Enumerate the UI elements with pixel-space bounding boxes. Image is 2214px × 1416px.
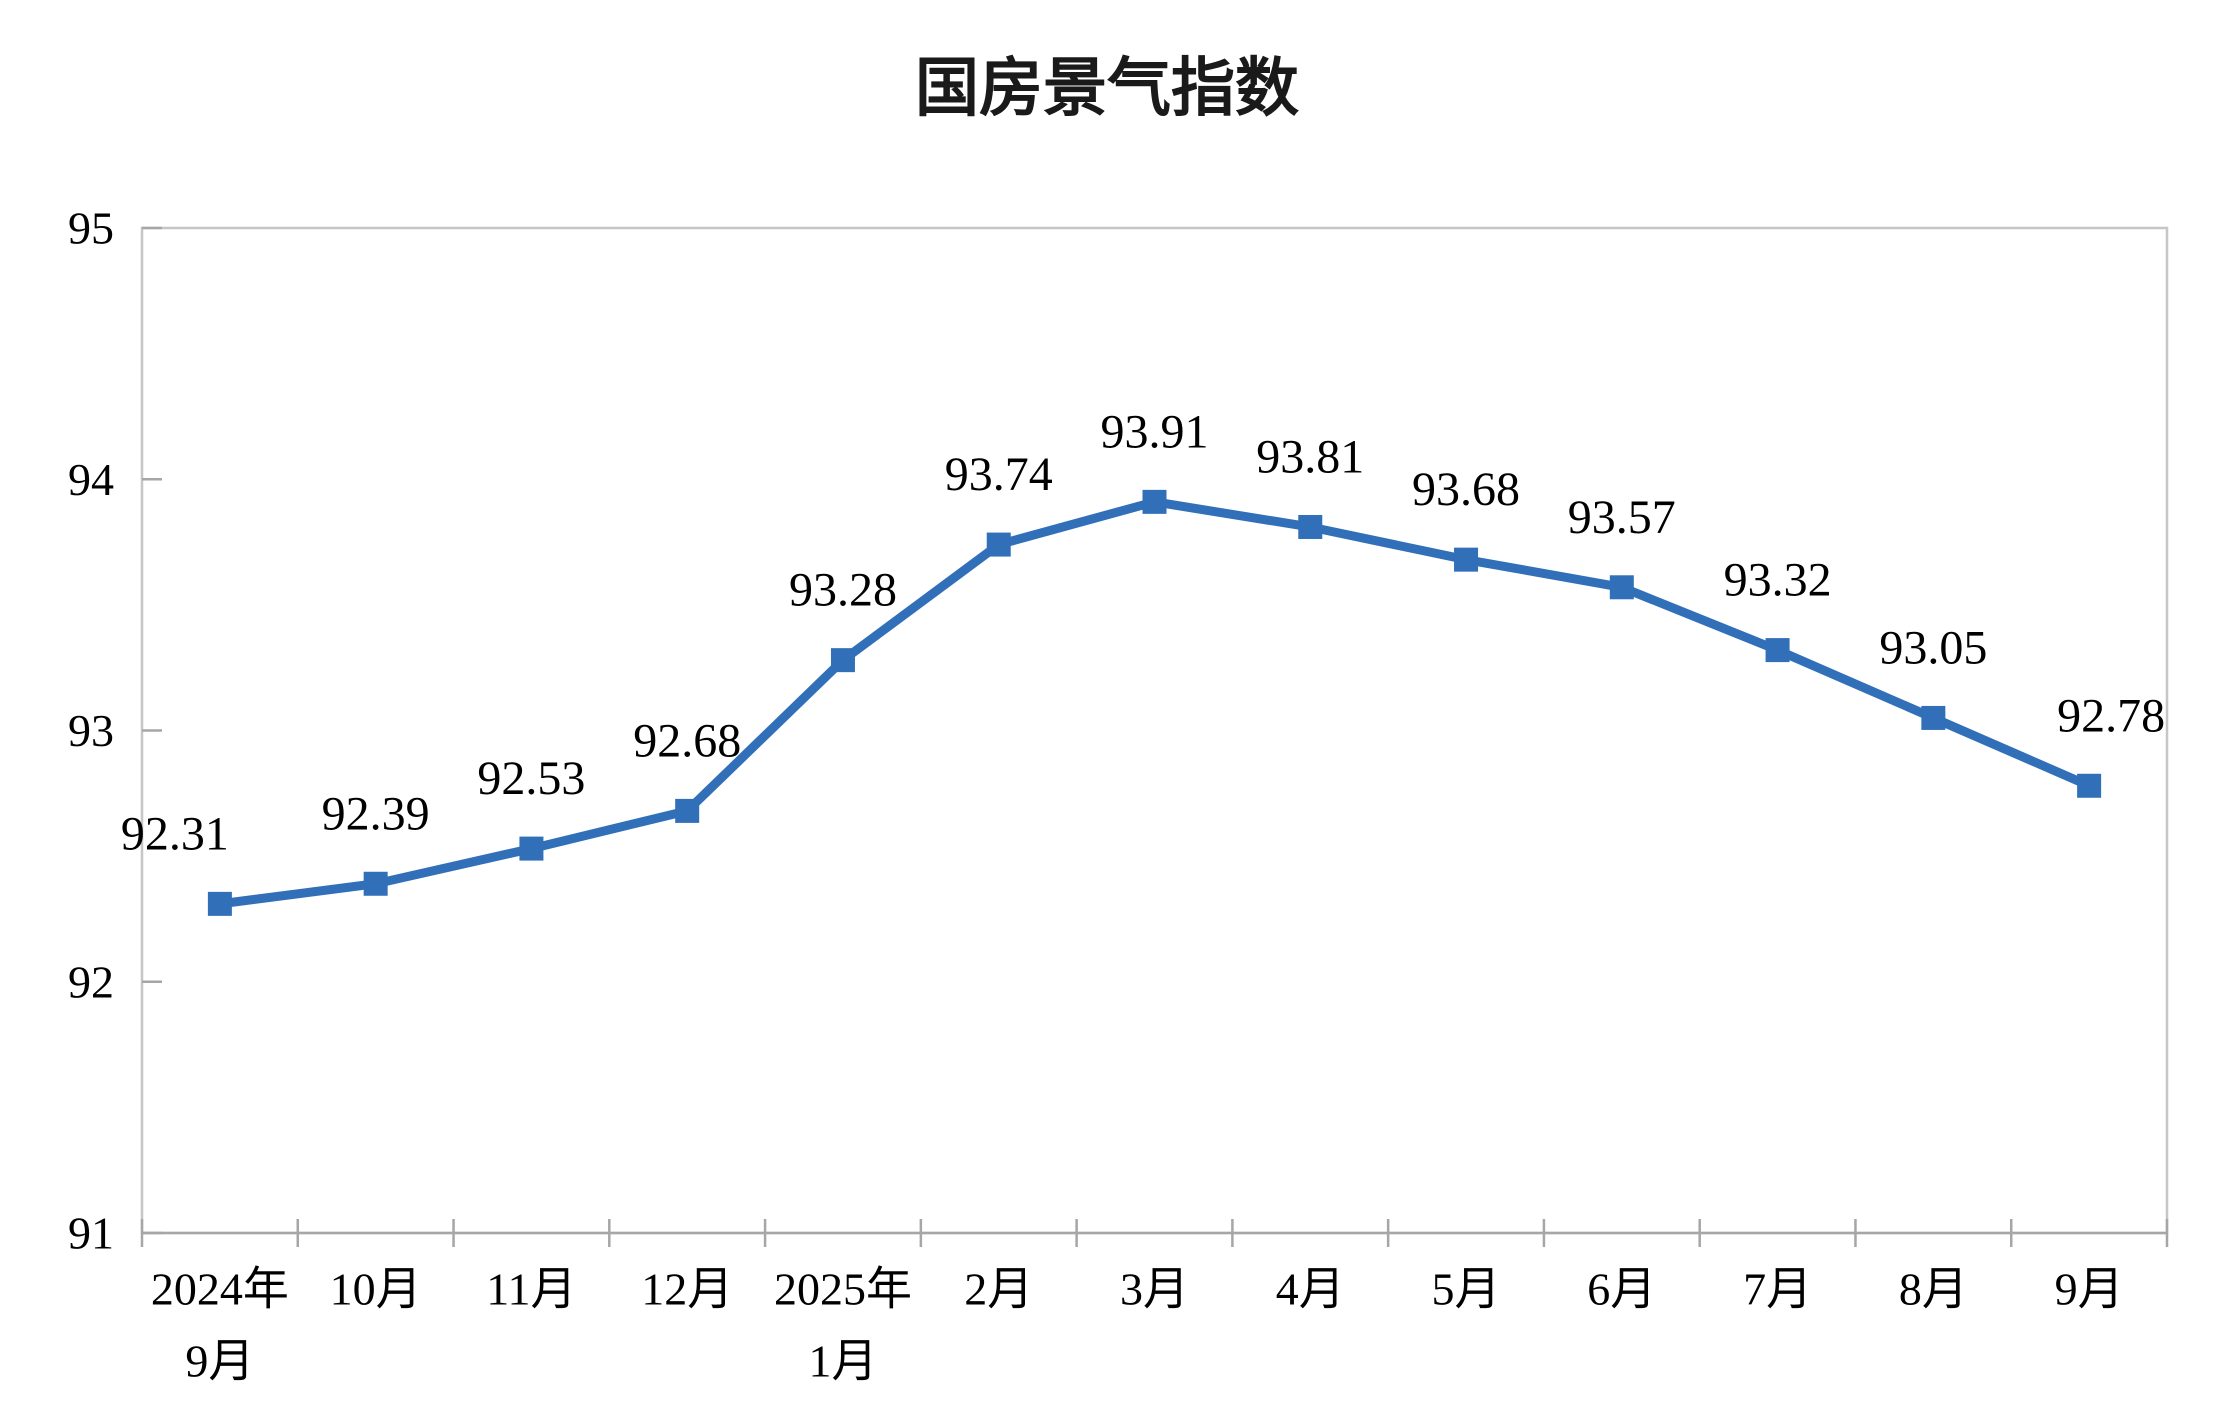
data-point-marker (207, 891, 232, 916)
chart-title: 国房景气指数 (915, 52, 1299, 124)
y-tick-label: 95 (68, 203, 114, 254)
data-point-label: 93.81 (1256, 430, 1364, 483)
x-tick-label: 8月 (1899, 1264, 1968, 1315)
data-point-label: 93.57 (1568, 491, 1676, 544)
data-point-marker (1454, 547, 1479, 572)
x-tick-label: 12月 (641, 1264, 733, 1315)
data-point-label: 93.28 (789, 564, 897, 617)
data-point-label: 92.39 (322, 787, 430, 840)
data-point-marker (1921, 705, 1946, 730)
x-tick-label: 3月 (1120, 1264, 1189, 1315)
data-point-marker (363, 871, 388, 896)
data-point-marker (1298, 514, 1323, 539)
data-point-marker (1609, 575, 1634, 600)
data-point-marker (2077, 773, 2102, 798)
data-point-marker (1142, 489, 1167, 514)
data-point-marker (1765, 638, 1790, 663)
data-point-marker (675, 798, 700, 823)
x-tick-label: 9月 (185, 1336, 254, 1387)
data-point-label: 93.32 (1724, 554, 1832, 607)
y-tick-label: 92 (68, 956, 114, 1007)
x-tick-label: 5月 (1432, 1264, 1501, 1315)
plot-area: 95 94 93 92 91 2024年 9月 10月 11月 12月 2025年 1月 2月 3月 4月 5… (68, 203, 2169, 1387)
data-point-label: 92.68 (633, 714, 741, 767)
y-tick-label: 94 (68, 454, 114, 505)
data-point-label: 93.74 (945, 448, 1053, 501)
x-tick-label: 6月 (1587, 1264, 1656, 1315)
x-tick-label: 2月 (964, 1264, 1033, 1315)
data-point-label: 92.53 (477, 752, 585, 805)
data-point-label: 93.05 (1879, 621, 1987, 674)
x-tick-label: 2025年 (774, 1264, 912, 1315)
x-tick-label: 9月 (2055, 1264, 2124, 1315)
x-tick-label: 2024年 (151, 1264, 289, 1315)
y-tick-label: 91 (68, 1208, 114, 1259)
data-point-label: 92.31 (121, 807, 229, 860)
x-tick-label: 7月 (1743, 1264, 1812, 1315)
data-point-marker (986, 532, 1011, 557)
data-point-label: 93.91 (1101, 405, 1209, 458)
y-tick-label: 93 (68, 705, 114, 756)
plot-frame (140, 226, 2169, 1235)
x-tick-label: 4月 (1276, 1264, 1345, 1315)
data-point-marker (830, 648, 855, 673)
data-point-label: 92.78 (2057, 689, 2165, 742)
x-tick-label: 1月 (808, 1336, 877, 1387)
data-point-label: 93.68 (1412, 463, 1520, 516)
data-point-marker (519, 836, 544, 861)
x-tick-label: 11月 (486, 1264, 576, 1315)
x-tick-label: 10月 (330, 1264, 422, 1315)
